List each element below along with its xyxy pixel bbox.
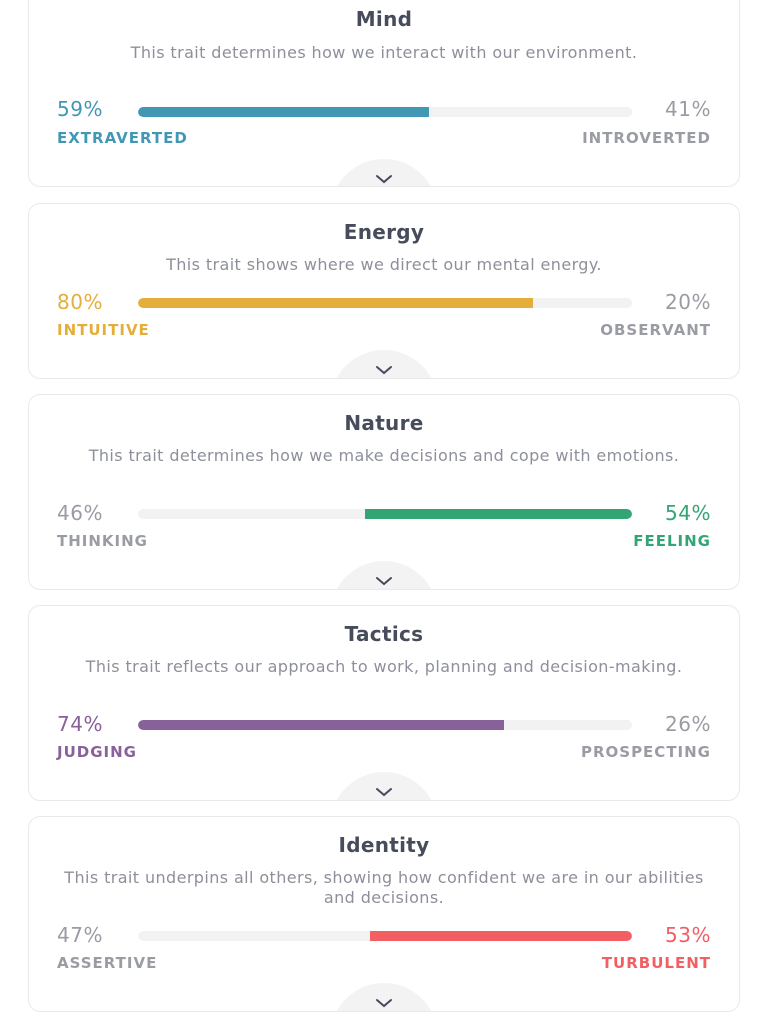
trait-bar-fill — [138, 298, 534, 308]
trait-bar-fill — [138, 720, 504, 730]
trait-title: Mind — [355, 7, 413, 31]
right-percent: 26% — [665, 712, 711, 736]
expand-button[interactable] — [330, 350, 438, 378]
trait-bar-fill — [365, 509, 632, 519]
trait-card-mind: Mind This trait determines how we intera… — [28, 0, 740, 187]
left-label: EXTRAVERTED — [57, 129, 188, 147]
expand-button[interactable] — [330, 772, 438, 800]
left-percent: 59% — [57, 97, 103, 121]
left-percent: 74% — [57, 712, 103, 736]
trait-description: This trait determines how we interact wi… — [130, 43, 638, 62]
trait-bar — [138, 720, 632, 730]
right-label: OBSERVANT — [600, 321, 711, 339]
chevron-down-icon — [376, 999, 392, 1008]
right-label: INTROVERTED — [582, 129, 711, 147]
expand-button[interactable] — [330, 159, 438, 186]
trait-title: Nature — [344, 411, 424, 435]
trait-title: Identity — [338, 833, 430, 857]
trait-card-nature: Nature This trait determines how we make… — [28, 394, 740, 590]
left-label: ASSERTIVE — [57, 954, 158, 972]
trait-description: This trait reflects our approach to work… — [85, 657, 683, 676]
trait-bar — [138, 509, 632, 519]
expand-button[interactable] — [330, 983, 438, 1011]
right-percent: 53% — [665, 923, 711, 947]
right-percent: 41% — [665, 97, 711, 121]
trait-bar-fill — [370, 931, 632, 941]
chevron-down-icon — [376, 366, 392, 375]
right-label: FEELING — [633, 532, 711, 550]
left-percent: 80% — [57, 290, 103, 314]
trait-bar — [138, 298, 632, 308]
trait-title: Energy — [343, 220, 425, 244]
trait-card-tactics: Tactics This trait reflects our approach… — [28, 605, 740, 801]
left-label: THINKING — [57, 532, 148, 550]
chevron-down-icon — [376, 788, 392, 797]
trait-title: Tactics — [344, 622, 424, 646]
trait-card-energy: Energy This trait shows where we direct … — [28, 203, 740, 379]
trait-description: This trait determines how we make decisi… — [88, 446, 680, 465]
left-label: JUDGING — [57, 743, 137, 761]
chevron-down-icon — [376, 175, 392, 184]
expand-button[interactable] — [330, 561, 438, 589]
trait-bar — [138, 107, 632, 117]
trait-bar — [138, 931, 632, 941]
left-label: INTUITIVE — [57, 321, 150, 339]
trait-card-identity: Identity This trait underpins all others… — [28, 816, 740, 1012]
right-percent: 54% — [665, 501, 711, 525]
chevron-down-icon — [376, 577, 392, 586]
trait-bar-fill — [138, 107, 430, 117]
right-percent: 20% — [665, 290, 711, 314]
trait-description: This trait underpins all others, showing… — [64, 868, 704, 907]
right-label: TURBULENT — [601, 954, 711, 972]
left-percent: 46% — [57, 501, 103, 525]
left-percent: 47% — [57, 923, 103, 947]
right-label: PROSPECTING — [580, 743, 711, 761]
trait-description: This trait shows where we direct our men… — [166, 255, 602, 274]
